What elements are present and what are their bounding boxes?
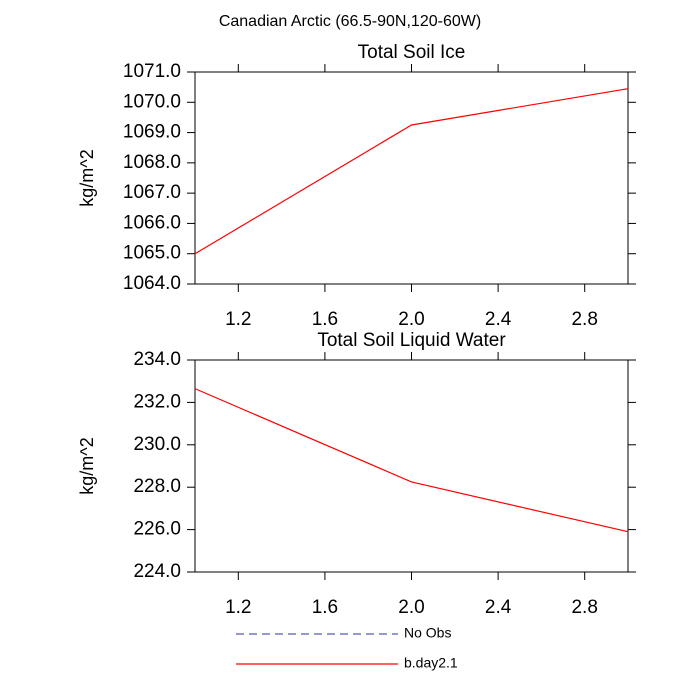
x-tick-label: 1.2 xyxy=(225,309,251,330)
x-tick-label: 2.4 xyxy=(485,597,512,618)
y-tick-label: 1064.0 xyxy=(123,273,181,294)
panel-title: Total Soil Ice xyxy=(358,42,466,63)
x-tick-label: 1.6 xyxy=(312,597,338,618)
panel-title: Total Soil Liquid Water xyxy=(317,330,506,351)
y-tick-label: 228.0 xyxy=(133,476,181,497)
y-axis-label: kg/m^2 xyxy=(77,149,97,206)
y-tick-label: 1068.0 xyxy=(123,152,181,173)
x-tick-label: 1.2 xyxy=(225,597,251,618)
figure-title: Canadian Arctic (66.5-90N,120-60W) xyxy=(219,13,481,30)
x-tick-label: 2.4 xyxy=(485,309,512,330)
x-tick-label: 2.0 xyxy=(398,597,424,618)
x-tick-label: 2.8 xyxy=(571,309,597,330)
legend-label: No Obs xyxy=(404,625,451,641)
legend-label: b.day2.1 xyxy=(404,655,458,671)
plot-frame xyxy=(194,71,629,285)
x-tick-label: 2.0 xyxy=(398,309,424,330)
plot-frame xyxy=(194,359,629,573)
y-tick-label: 232.0 xyxy=(133,391,181,412)
data-line xyxy=(194,88,629,255)
y-tick-label: 1069.0 xyxy=(123,122,181,143)
y-tick-label: 1071.0 xyxy=(123,61,181,82)
y-tick-label: 1070.0 xyxy=(123,91,181,112)
data-line xyxy=(194,388,629,533)
y-tick-label: 1067.0 xyxy=(123,182,181,203)
y-tick-label: 226.0 xyxy=(133,519,181,540)
y-tick-label: 234.0 xyxy=(133,349,181,370)
x-tick-label: 2.8 xyxy=(571,597,597,618)
y-tick-label: 224.0 xyxy=(133,561,181,582)
y-tick-label: 1066.0 xyxy=(123,212,181,233)
y-axis-label: kg/m^2 xyxy=(77,437,97,494)
y-tick-label: 1065.0 xyxy=(123,243,181,264)
y-tick-label: 230.0 xyxy=(133,434,181,455)
x-tick-label: 1.6 xyxy=(312,309,338,330)
